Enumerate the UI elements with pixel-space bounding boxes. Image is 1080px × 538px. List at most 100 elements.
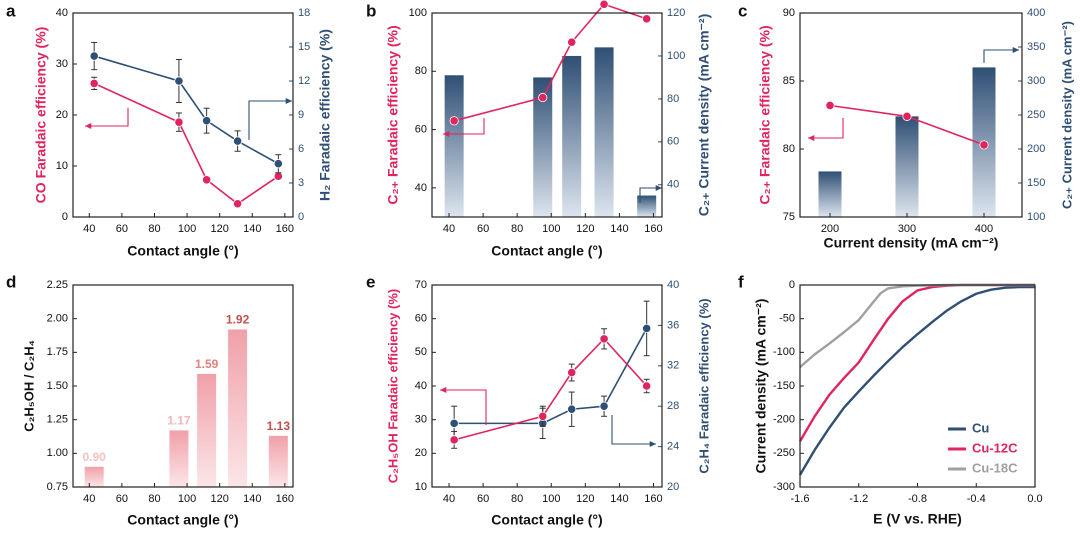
c-ytick-label-left: 90	[783, 7, 795, 19]
b-ytick-label-right: 100	[667, 50, 685, 62]
b-xtick-label: 160	[644, 223, 662, 235]
e-ytick-label-left: 20	[415, 447, 427, 459]
b-data-point	[449, 116, 459, 126]
c-data-point	[825, 100, 835, 111]
d-bar	[268, 435, 288, 487]
a-ytick-label-left: 0	[62, 211, 68, 223]
b-xtick-label: 100	[542, 223, 560, 235]
e-xtick-label: 40	[443, 493, 455, 505]
f-xtick-label: -0.8	[908, 493, 927, 505]
c-data-point	[979, 140, 989, 150]
c-ytick-label-right: 250	[1027, 109, 1045, 121]
c-bar	[895, 116, 919, 217]
b-bar	[562, 55, 582, 217]
e-data-point	[449, 435, 459, 445]
b-data-point	[599, 0, 609, 9]
a-right-axis-arrow	[248, 100, 292, 140]
b-left-axis-arrow-head	[443, 130, 450, 138]
a-data-point	[89, 78, 99, 88]
d-bar-value-label: 0.90	[83, 450, 107, 464]
d-bar-value-label: 1.92	[226, 313, 250, 327]
d-xtick-label: 140	[243, 493, 261, 505]
e-data-point	[599, 401, 609, 411]
e-data-point	[567, 367, 577, 378]
b-ytick-label-right: 60	[667, 136, 679, 148]
e-ytick-label-left: 40	[415, 380, 427, 392]
d-ytick-label-left: 0.75	[47, 481, 68, 493]
c-frame	[799, 12, 1023, 218]
e-left-axis-arrow	[440, 389, 487, 425]
b-xtick-label: 40	[443, 223, 455, 235]
a-xtick-label: 140	[243, 223, 261, 235]
a-x-axis-title: Contact angle (°)	[127, 243, 238, 259]
f-ytick-label: -250	[773, 447, 795, 459]
a-data-point	[273, 159, 283, 169]
f-y-axis-title: Current density (mA cm⁻²)	[753, 299, 769, 474]
b-bar	[594, 47, 614, 217]
e-xtick-label: 140	[610, 493, 628, 505]
a-ytick-label-right: 9	[298, 109, 304, 121]
c-right-axis-arrow-head	[1012, 46, 1019, 54]
e-ytick-label-left: 50	[415, 346, 427, 358]
a-ytick-label-left: 30	[56, 58, 68, 70]
a-ytick-label-left: 40	[56, 7, 68, 19]
d-xtick-label: 80	[148, 493, 160, 505]
d-ytick-label-left: 1.50	[47, 380, 68, 392]
b-data-point	[567, 37, 577, 47]
a-right-axis-arrow-head	[285, 97, 292, 105]
b-ytick-label-left: 60	[415, 123, 427, 135]
e-left-axis-title: C₂H₅OH Faradaic efficiency (%)	[385, 289, 400, 484]
e-xtick-label: 160	[644, 493, 662, 505]
f-xtick-label: -1.6	[791, 493, 810, 505]
b-right-axis-arrow-head	[655, 184, 662, 192]
e-ytick-label-right: 20	[667, 481, 679, 493]
c-ytick-label-right: 100	[1027, 211, 1045, 223]
e-data-point	[538, 411, 548, 421]
f-x-axis-title: E (V vs. RHE)	[873, 511, 962, 527]
e-xtick-label: 60	[477, 493, 489, 505]
e-ytick-label-right: 24	[667, 441, 679, 453]
c-ytick-label-left: 75	[783, 211, 795, 223]
c-x-axis-title: Current density (mA cm⁻²)	[824, 235, 999, 251]
b-frame	[431, 12, 663, 218]
panel-label-a: a	[6, 1, 16, 20]
b-right-axis-title: C₂₊ Current density (mA cm⁻²)	[696, 14, 712, 217]
b-left-axis-title: C₂₊ Faradaic efficiency (%)	[385, 25, 401, 204]
b-xtick-label: 80	[511, 223, 523, 235]
c-right-axis-title: C₂₊ Current density (mA cm⁻²)	[1059, 21, 1074, 209]
a-ytick-label-left: 10	[56, 160, 68, 172]
c-xtick-label: 200	[821, 223, 839, 235]
d-bar	[84, 466, 104, 487]
d-bar	[169, 430, 189, 487]
a-xtick-label: 120	[210, 223, 228, 235]
a-left-axis-arrow-head	[85, 122, 92, 130]
a-ytick-label-right: 15	[298, 41, 310, 53]
d-ytick-label-left: 2.25	[47, 279, 68, 291]
c-right-axis-arrow	[983, 49, 1019, 63]
e-ytick-label-right: 36	[667, 319, 679, 331]
panel-label-b: b	[366, 1, 376, 20]
e-ytick-label-left: 70	[415, 279, 427, 291]
b-left-axis-arrow	[443, 118, 485, 135]
e-xtick-label: 80	[511, 493, 523, 505]
a-ytick-label-left: 20	[56, 109, 68, 121]
a-series-line-1	[93, 55, 279, 165]
c-data-point	[902, 111, 912, 121]
d-y-axis-title: C₂H₅OH / C₂H₄	[21, 340, 36, 432]
e-data-point	[599, 334, 609, 344]
e-ytick-label-left: 60	[415, 313, 427, 325]
e-data-point	[642, 323, 652, 334]
c-xtick-label: 300	[898, 223, 916, 235]
a-ytick-label-right: 12	[298, 75, 310, 87]
b-xtick-label: 120	[576, 223, 594, 235]
a-data-point	[232, 199, 243, 209]
f-legend-label: Cu-12C	[972, 440, 1018, 455]
b-ytick-label-left: 80	[415, 65, 427, 77]
panel-label-f: f	[738, 272, 744, 291]
e-ytick-label-right: 40	[667, 279, 679, 291]
d-x-axis-title: Contact angle (°)	[127, 512, 238, 528]
a-data-point	[202, 175, 212, 185]
c-ytick-label-right: 400	[1027, 7, 1045, 19]
a-data-point	[174, 117, 184, 127]
